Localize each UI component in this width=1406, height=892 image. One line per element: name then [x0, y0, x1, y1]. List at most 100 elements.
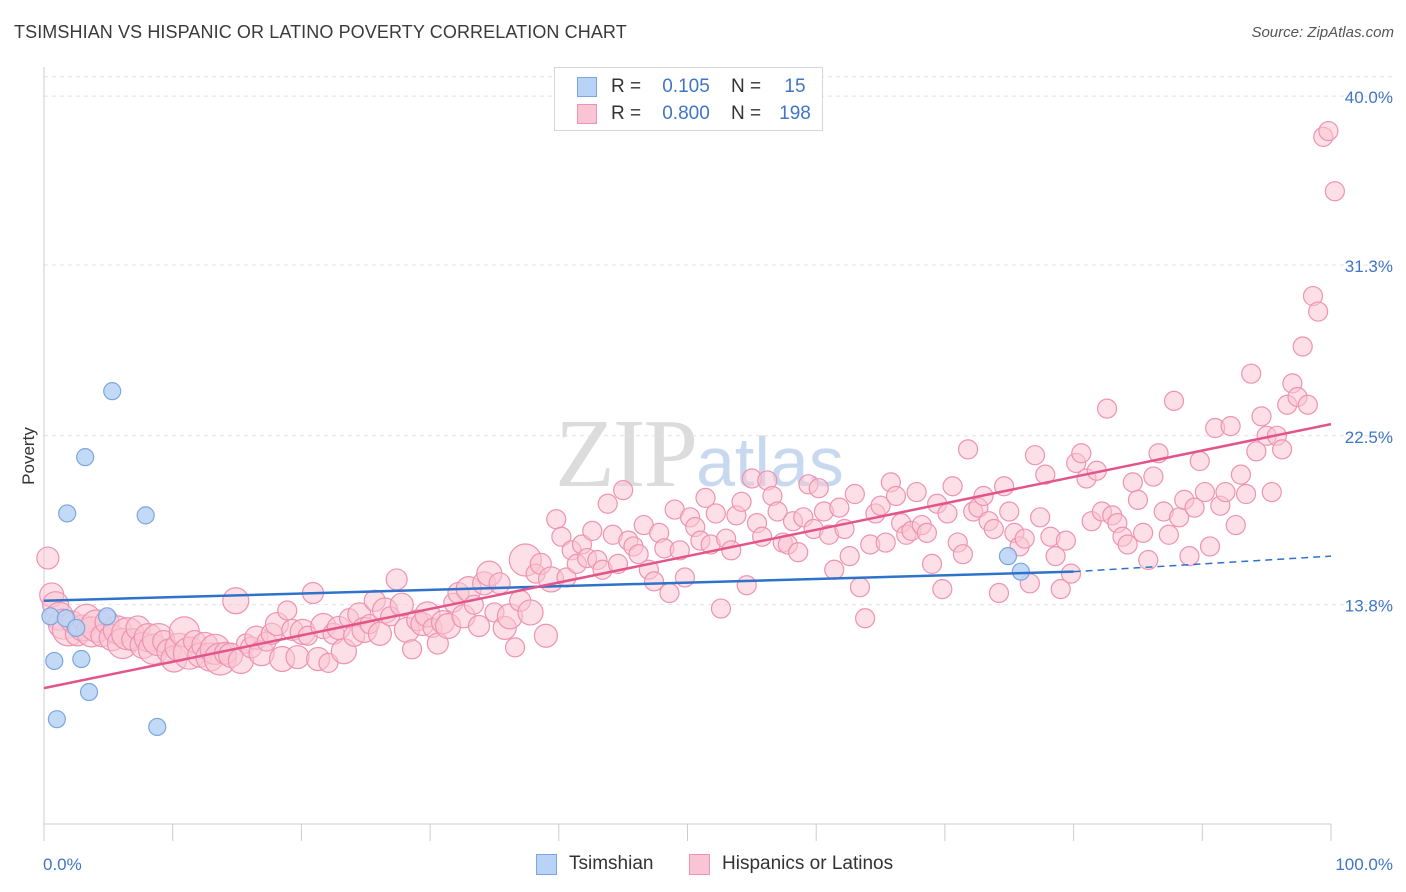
- hispanics-point: [1261, 481, 1282, 503]
- legend-r-label: R =: [611, 76, 642, 97]
- hispanics-point: [1230, 464, 1252, 485]
- hispanics-point: [829, 497, 850, 518]
- tsimshian-point: [79, 682, 99, 702]
- y-tick-label: 31.3%: [1345, 257, 1393, 276]
- hispanics-point: [1318, 120, 1339, 142]
- hispanics-point: [736, 575, 757, 596]
- hispanics-point: [875, 532, 896, 553]
- hispanics-point: [1215, 481, 1236, 503]
- hispanics-point: [721, 540, 742, 561]
- hispanics-point: [844, 483, 865, 505]
- tsimshian-point: [148, 717, 167, 737]
- hispanics-point: [839, 546, 860, 567]
- hispanics-point: [1246, 441, 1267, 462]
- hispanics-point: [1235, 483, 1257, 505]
- hispanics-point: [1292, 336, 1313, 357]
- legend-item-tsimshian: Tsimshian: [536, 853, 653, 875]
- hispanics-point: [467, 614, 491, 638]
- x-tick-label: 100.0%: [1335, 855, 1393, 874]
- hispanics-point: [1143, 466, 1164, 487]
- source-note: Source: ZipAtlas.com: [1251, 24, 1394, 41]
- tsimshian-trend-extension: [1073, 555, 1332, 573]
- hispanics-point: [937, 503, 958, 524]
- hispanics-point: [1241, 363, 1262, 384]
- hispanics-point: [1308, 301, 1329, 322]
- hispanics-point: [1271, 439, 1293, 460]
- hispanics-point: [1117, 534, 1138, 555]
- hispanics-point: [1138, 549, 1159, 571]
- hispanics-point: [222, 587, 250, 615]
- tsimshian-point: [103, 382, 122, 401]
- tsimshian-point: [72, 649, 91, 669]
- hispanics-point: [1050, 579, 1071, 600]
- series-hispanics-points: [36, 120, 1345, 676]
- hispanics-point: [767, 501, 788, 522]
- tsimshian-point: [998, 547, 1018, 566]
- legend-swatch-blue: [536, 853, 557, 875]
- hispanics-trend-line: [43, 422, 1332, 690]
- hispanics-point: [1220, 415, 1241, 437]
- hispanics-point: [1014, 528, 1035, 549]
- legend-r-value: 0.800: [662, 103, 710, 124]
- hispanics-point: [695, 487, 716, 509]
- axes: [43, 67, 1332, 841]
- hispanics-point: [788, 542, 809, 563]
- legend-swatch-pink: [689, 853, 710, 875]
- hispanics-point: [731, 491, 752, 512]
- hispanics-point: [999, 501, 1020, 522]
- hispanics-point: [1184, 497, 1205, 518]
- hispanics-point: [551, 526, 572, 547]
- hispanics-point: [1035, 464, 1056, 485]
- hispanics-point: [849, 577, 871, 598]
- hispanics-point: [533, 623, 559, 648]
- legend-n-value: 15: [784, 76, 806, 97]
- y-tick-label: 13.8%: [1345, 597, 1393, 616]
- legend-r-label: R =: [611, 103, 642, 124]
- y-axis-label: Poverty: [19, 427, 38, 485]
- hispanics-point: [921, 553, 943, 575]
- legend-label-tsimshian: Tsimshian: [569, 853, 654, 874]
- hispanics-point: [942, 476, 963, 497]
- hispanics-point: [1194, 481, 1215, 503]
- legend-swatch-blue: [577, 77, 597, 97]
- hispanics-point: [1071, 443, 1092, 464]
- hispanics-point: [824, 559, 845, 580]
- hispanics-point: [1132, 522, 1154, 543]
- hispanics-point: [488, 572, 511, 595]
- tsimshian-point: [45, 651, 64, 671]
- y-tick-label: 22.5%: [1345, 428, 1393, 447]
- hispanics-point: [1055, 530, 1076, 551]
- legend-n-value: 198: [779, 103, 811, 124]
- legend-r-value: 0.105: [662, 76, 710, 97]
- tsimshian-point: [136, 506, 155, 525]
- hispanics-point: [285, 644, 310, 670]
- gridlines: [44, 76, 1392, 606]
- tick-labels: 13.8% 22.5% 31.3% 40.0% 0.0% 100.0%: [43, 88, 1393, 874]
- hispanics-point: [906, 481, 927, 503]
- hispanics-point: [277, 600, 298, 621]
- hispanics-point: [808, 478, 829, 499]
- tsimshian-point: [41, 607, 60, 626]
- hispanics-point: [36, 546, 60, 570]
- chart-title: TSIMSHIAN VS HISPANIC OR LATINO POVERTY …: [14, 22, 627, 42]
- hispanics-point: [885, 485, 907, 507]
- legend-label-hispanics: Hispanics or Latinos: [722, 853, 894, 874]
- hispanics-point: [643, 571, 665, 592]
- hispanics-point: [546, 509, 567, 530]
- hispanics-point: [1045, 546, 1066, 567]
- hispanics-point: [401, 639, 423, 660]
- hispanics-point: [597, 493, 618, 514]
- tsimshian-point: [47, 710, 66, 729]
- tsimshian-point: [1011, 562, 1030, 581]
- hispanics-point: [1324, 181, 1345, 202]
- legend-swatch-pink: [577, 104, 597, 124]
- series-legend: Tsimshian Hispanics or Latinos: [0, 851, 1406, 879]
- hispanics-point: [705, 503, 726, 524]
- hispanics-point: [674, 567, 696, 588]
- hispanics-point: [1297, 394, 1318, 415]
- hispanics-point: [1251, 406, 1272, 427]
- hispanics-point: [957, 439, 979, 460]
- hispanics-point: [1225, 514, 1246, 536]
- hispanics-point: [659, 582, 680, 604]
